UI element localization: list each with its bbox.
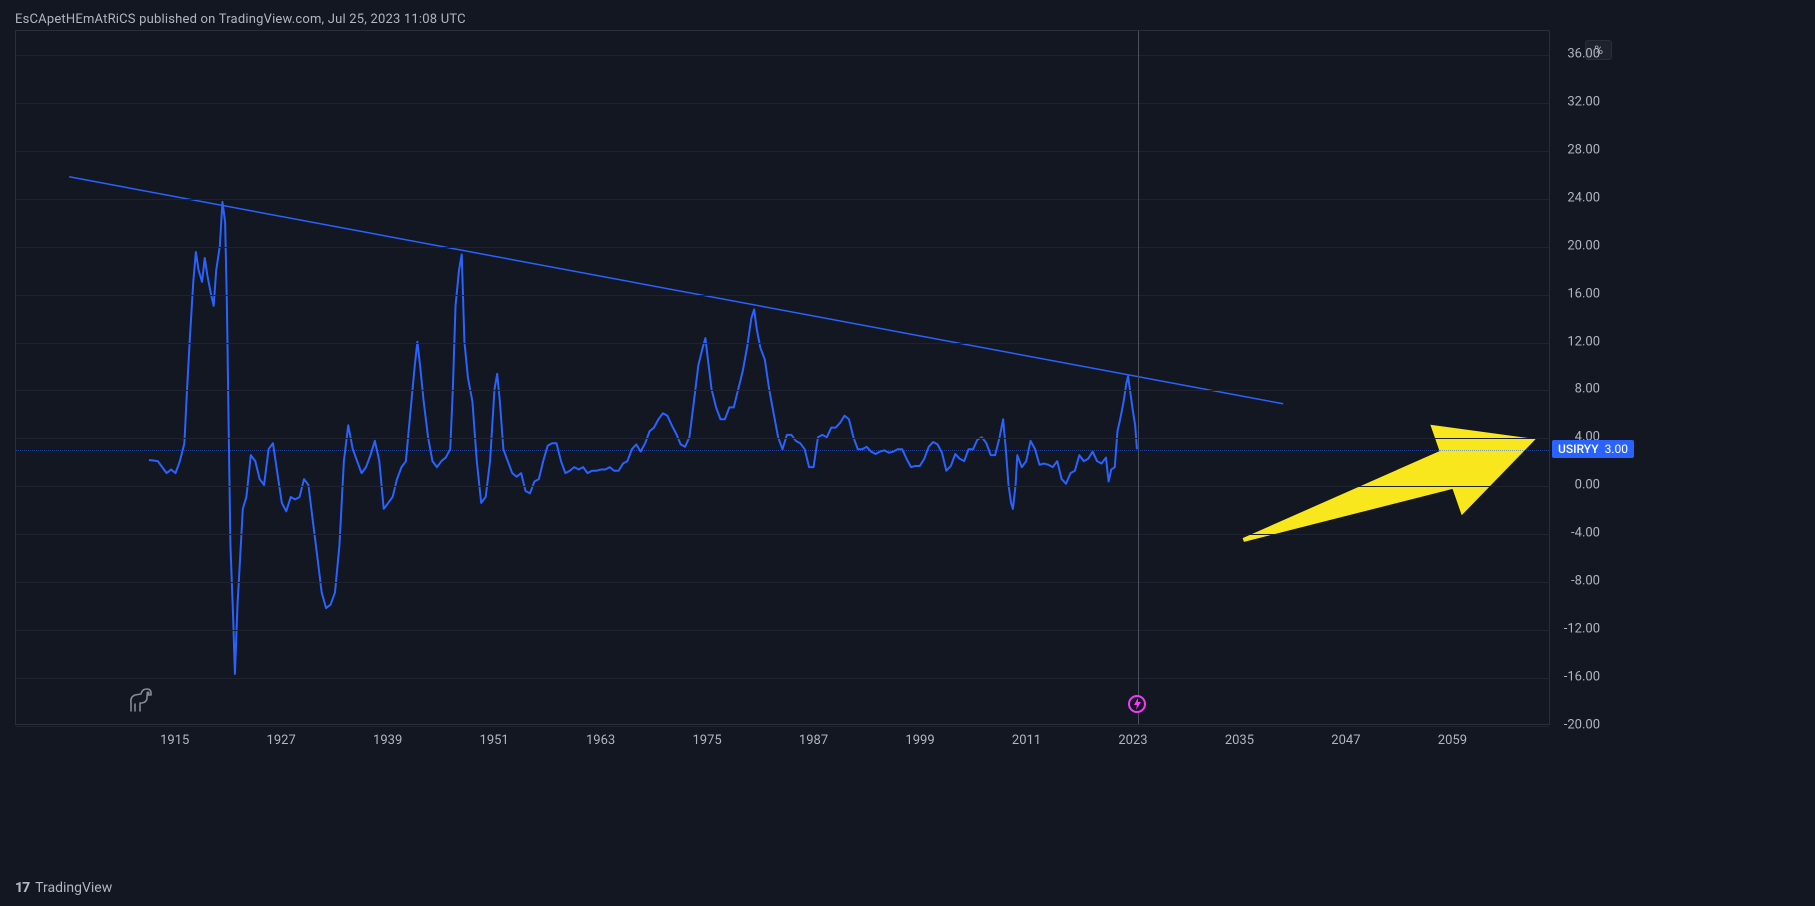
x-tick-label: 1951 bbox=[480, 733, 509, 748]
gridline bbox=[16, 438, 1549, 439]
gridline bbox=[16, 199, 1549, 200]
x-tick-label: 2035 bbox=[1225, 733, 1254, 748]
current-time-line bbox=[1138, 31, 1139, 724]
x-tick-label: 1915 bbox=[160, 733, 189, 748]
trendline[interactable] bbox=[69, 177, 1283, 404]
gridline bbox=[16, 55, 1549, 56]
y-tick-label: -12.00 bbox=[1550, 622, 1600, 637]
gridline bbox=[16, 582, 1549, 583]
gridline bbox=[16, 151, 1549, 152]
y-tick-label: 20.00 bbox=[1550, 238, 1600, 253]
x-tick-label: 1963 bbox=[586, 733, 615, 748]
gridline bbox=[16, 630, 1549, 631]
y-tick-label: 28.00 bbox=[1550, 142, 1600, 157]
x-tick-label: 2023 bbox=[1118, 733, 1147, 748]
y-axis[interactable]: % -20.00-16.00-12.00-8.00-4.000.004.008.… bbox=[1550, 30, 1810, 725]
y-tick-label: -4.00 bbox=[1550, 526, 1600, 541]
x-tick-label: 2059 bbox=[1438, 733, 1467, 748]
y-tick-label: 16.00 bbox=[1550, 286, 1600, 301]
price-tag-symbol: USIRYY bbox=[1558, 442, 1599, 456]
x-tick-label: 1999 bbox=[905, 733, 934, 748]
x-tick-label: 1927 bbox=[267, 733, 296, 748]
gridline bbox=[16, 247, 1549, 248]
y-tick-label: 32.00 bbox=[1550, 94, 1600, 109]
x-tick-label: 2047 bbox=[1331, 733, 1360, 748]
gridline bbox=[16, 295, 1549, 296]
x-tick-label: 1939 bbox=[373, 733, 402, 748]
gridline bbox=[16, 534, 1549, 535]
y-tick-label: 12.00 bbox=[1550, 334, 1600, 349]
y-tick-label: 8.00 bbox=[1550, 382, 1600, 397]
gridline bbox=[16, 486, 1549, 487]
y-tick-label: 36.00 bbox=[1550, 46, 1600, 61]
gridline bbox=[16, 103, 1549, 104]
tradingview-logo[interactable]: 17 TradingView bbox=[15, 880, 112, 896]
gridline bbox=[16, 343, 1549, 344]
x-tick-label: 1987 bbox=[799, 733, 828, 748]
price-tag-value: 3.00 bbox=[1605, 442, 1628, 456]
y-tick-label: 24.00 bbox=[1550, 190, 1600, 205]
tradingview-mark-icon: 17 bbox=[15, 880, 29, 896]
chart-container: EsCApetHEmAtRiCS published on TradingVie… bbox=[0, 0, 1815, 906]
x-tick-label: 2011 bbox=[1012, 733, 1041, 748]
current-price-line bbox=[16, 450, 1549, 451]
attribution-text: EsCApetHEmAtRiCS published on TradingVie… bbox=[15, 12, 466, 27]
chart-svg bbox=[16, 31, 1549, 724]
y-tick-label: 0.00 bbox=[1550, 478, 1600, 493]
x-tick-label: 1975 bbox=[692, 733, 721, 748]
y-tick-label: -8.00 bbox=[1550, 574, 1600, 589]
gridline bbox=[16, 678, 1549, 679]
dinosaur-icon bbox=[125, 685, 155, 717]
chart-plot-area[interactable] bbox=[15, 30, 1550, 725]
arrow-annotation[interactable] bbox=[1228, 394, 1549, 585]
gridline bbox=[16, 390, 1549, 391]
x-axis[interactable]: 1915 1927 1939 1951 1963 1975 1987 1999 2011 2023… bbox=[15, 725, 1550, 760]
price-tag[interactable]: USIRYY 3.00 bbox=[1552, 440, 1634, 458]
tradingview-brand-text: TradingView bbox=[35, 880, 112, 896]
lightning-icon[interactable] bbox=[1128, 695, 1146, 713]
y-tick-label: -20.00 bbox=[1550, 718, 1600, 733]
y-tick-label: -16.00 bbox=[1550, 670, 1600, 685]
